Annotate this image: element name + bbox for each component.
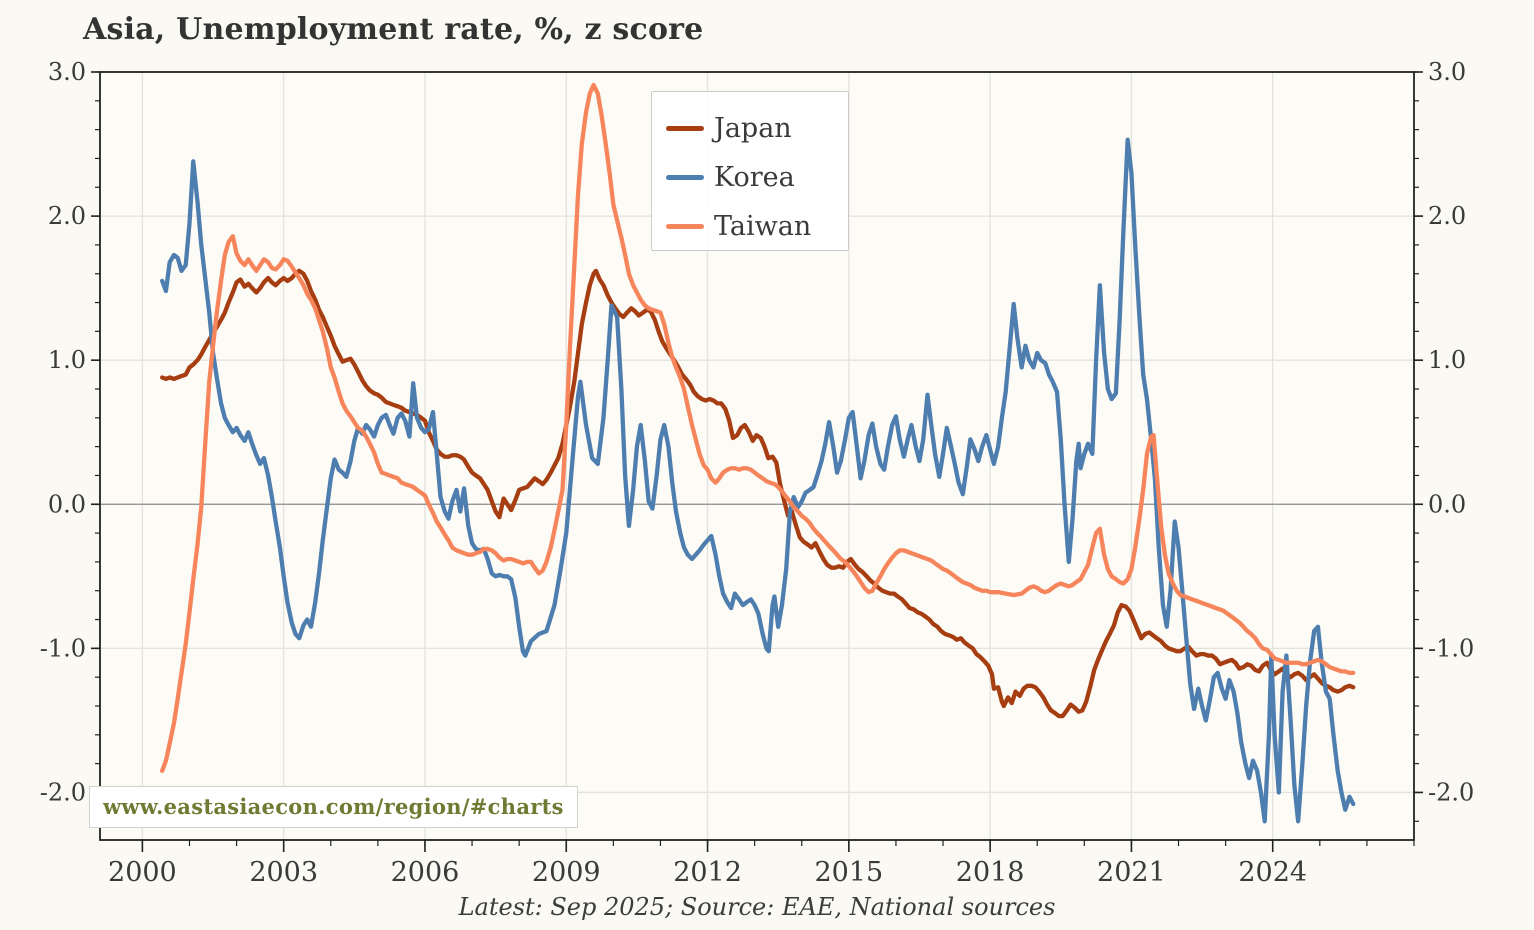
x-tick-label: 2015	[814, 857, 883, 888]
legend-label-korea: Korea	[714, 162, 795, 193]
source-caption: Latest: Sep 2025; Source: EAE, National …	[458, 893, 1056, 921]
y-tick-label-left: -2.0	[40, 778, 86, 806]
x-tick-label: 2003	[249, 857, 318, 888]
x-tick-label: 2006	[391, 857, 460, 888]
legend-label-japan: Japan	[714, 113, 792, 144]
y-tick-label-right: 0.0	[1428, 490, 1466, 518]
y-tick-label-right: -2.0	[1428, 778, 1474, 806]
chart-title: Asia, Unemployment rate, %, z score	[83, 12, 704, 47]
y-tick-label-left: -1.0	[40, 634, 86, 662]
legend-item-taiwan: Taiwan	[666, 202, 848, 251]
y-tick-label-left: 2.0	[48, 202, 86, 230]
x-tick-label: 2012	[673, 857, 742, 888]
legend-item-korea: Korea	[666, 153, 848, 202]
taiwan-line-swatch	[666, 223, 704, 230]
y-tick-label-left: 0.0	[48, 490, 86, 518]
x-tick-label: 2018	[956, 857, 1025, 888]
x-tick-label: 2021	[1097, 857, 1166, 888]
y-tick-label-left: 3.0	[48, 58, 86, 86]
y-tick-label-left: 1.0	[48, 346, 86, 374]
legend-item-japan: Japan	[666, 104, 848, 153]
korea-line-swatch	[666, 174, 704, 181]
legend-label-taiwan: Taiwan	[714, 211, 812, 242]
y-tick-label-right: 1.0	[1428, 346, 1466, 374]
watermark-link[interactable]: www.eastasiaecon.com/region/#charts	[89, 786, 578, 828]
x-tick-label: 2024	[1238, 857, 1307, 888]
legend: Japan Korea Taiwan	[651, 91, 849, 251]
japan-line-swatch	[666, 125, 704, 132]
x-tick-label: 2009	[532, 857, 601, 888]
y-tick-label-right: 2.0	[1428, 202, 1466, 230]
y-tick-label-right: -1.0	[1428, 634, 1474, 662]
y-tick-label-right: 3.0	[1428, 58, 1466, 86]
x-tick-label: 2000	[108, 857, 177, 888]
